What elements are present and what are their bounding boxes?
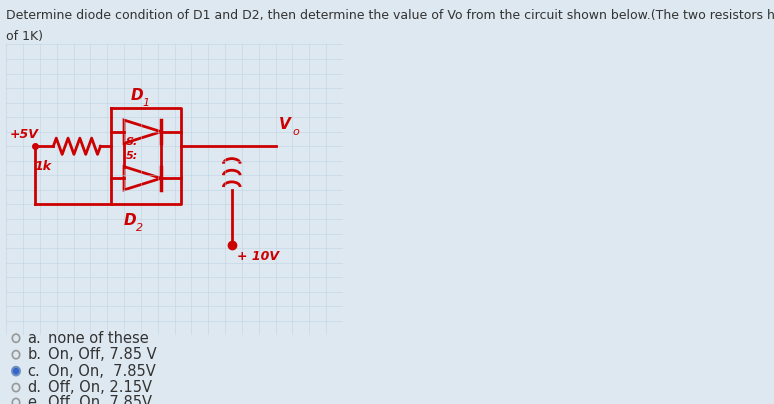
Text: a.: a.: [27, 331, 41, 346]
Text: o: o: [293, 126, 299, 137]
Text: e.: e.: [27, 395, 41, 404]
Text: none of these: none of these: [48, 331, 149, 346]
Text: 1: 1: [142, 97, 149, 107]
Text: + 10V: + 10V: [237, 250, 279, 263]
Text: D: D: [131, 88, 143, 103]
Text: +5V: +5V: [9, 128, 39, 141]
Text: On, On,  7.85V: On, On, 7.85V: [48, 364, 156, 379]
Text: D: D: [124, 213, 137, 228]
Text: b.: b.: [27, 347, 42, 362]
Text: 2: 2: [135, 223, 143, 233]
Text: On, Off, 7.85 V: On, Off, 7.85 V: [48, 347, 156, 362]
Text: V: V: [279, 117, 291, 132]
Text: Off, On, 2.15V: Off, On, 2.15V: [48, 380, 152, 395]
Text: d.: d.: [27, 380, 42, 395]
Circle shape: [14, 368, 19, 374]
Text: 5:: 5:: [125, 152, 138, 161]
Text: 1k: 1k: [35, 160, 52, 173]
Text: Off, On, 7.85V: Off, On, 7.85V: [48, 395, 152, 404]
Text: Determine diode condition of D1 and D2, then determine the value of Vo from the : Determine diode condition of D1 and D2, …: [6, 9, 774, 22]
Text: c.: c.: [27, 364, 40, 379]
Text: S:: S:: [125, 137, 139, 147]
Text: of 1K): of 1K): [6, 30, 43, 43]
